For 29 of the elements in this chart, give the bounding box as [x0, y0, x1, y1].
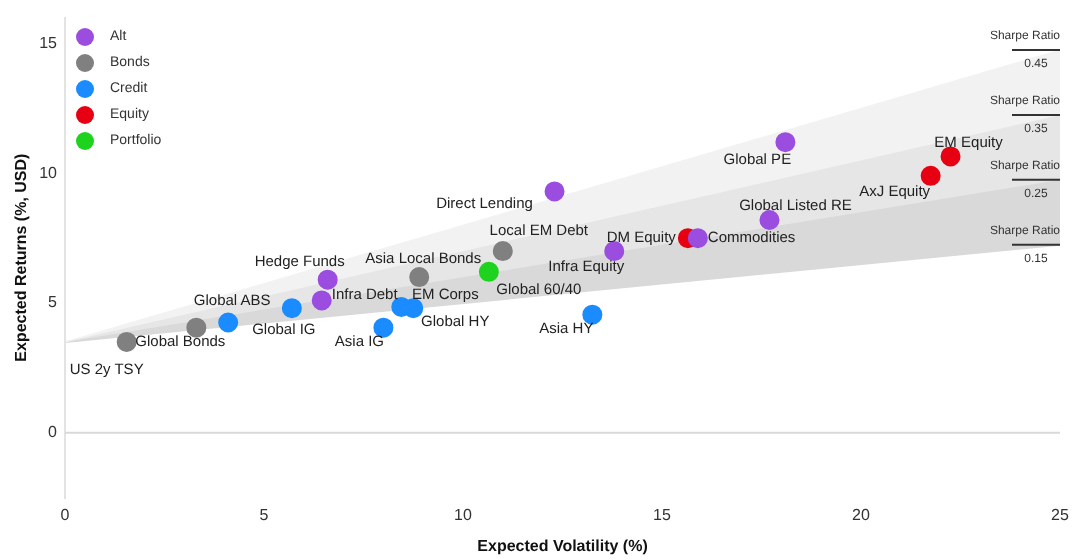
x-tick-label: 15	[653, 505, 672, 524]
point	[759, 209, 780, 230]
point	[373, 317, 394, 338]
x-tick-label: 25	[1051, 505, 1070, 524]
point	[687, 228, 708, 249]
point	[582, 304, 603, 325]
y-tick-label: 15	[39, 33, 59, 52]
point	[403, 298, 424, 319]
y-tick-label: 0	[48, 423, 59, 442]
x-tick-label: 10	[454, 505, 473, 524]
y-tick-label: 5	[48, 293, 59, 312]
x-tick-label: 0	[60, 505, 71, 524]
point	[492, 241, 513, 262]
point	[116, 331, 137, 352]
point	[409, 267, 430, 288]
point	[218, 312, 239, 333]
y-axis-title: Expected Returns (%, USD)	[12, 152, 31, 362]
point	[775, 132, 796, 153]
point	[311, 290, 332, 311]
x-axis-title: Expected Volatility (%)	[477, 536, 649, 555]
point	[544, 181, 565, 202]
point	[317, 269, 338, 290]
point	[478, 261, 499, 282]
x-tick-label: 20	[852, 505, 871, 524]
point	[281, 298, 302, 319]
y-tick-label: 10	[39, 163, 59, 182]
x-tick-label: 5	[259, 505, 270, 524]
point	[940, 146, 961, 167]
point	[920, 165, 941, 186]
